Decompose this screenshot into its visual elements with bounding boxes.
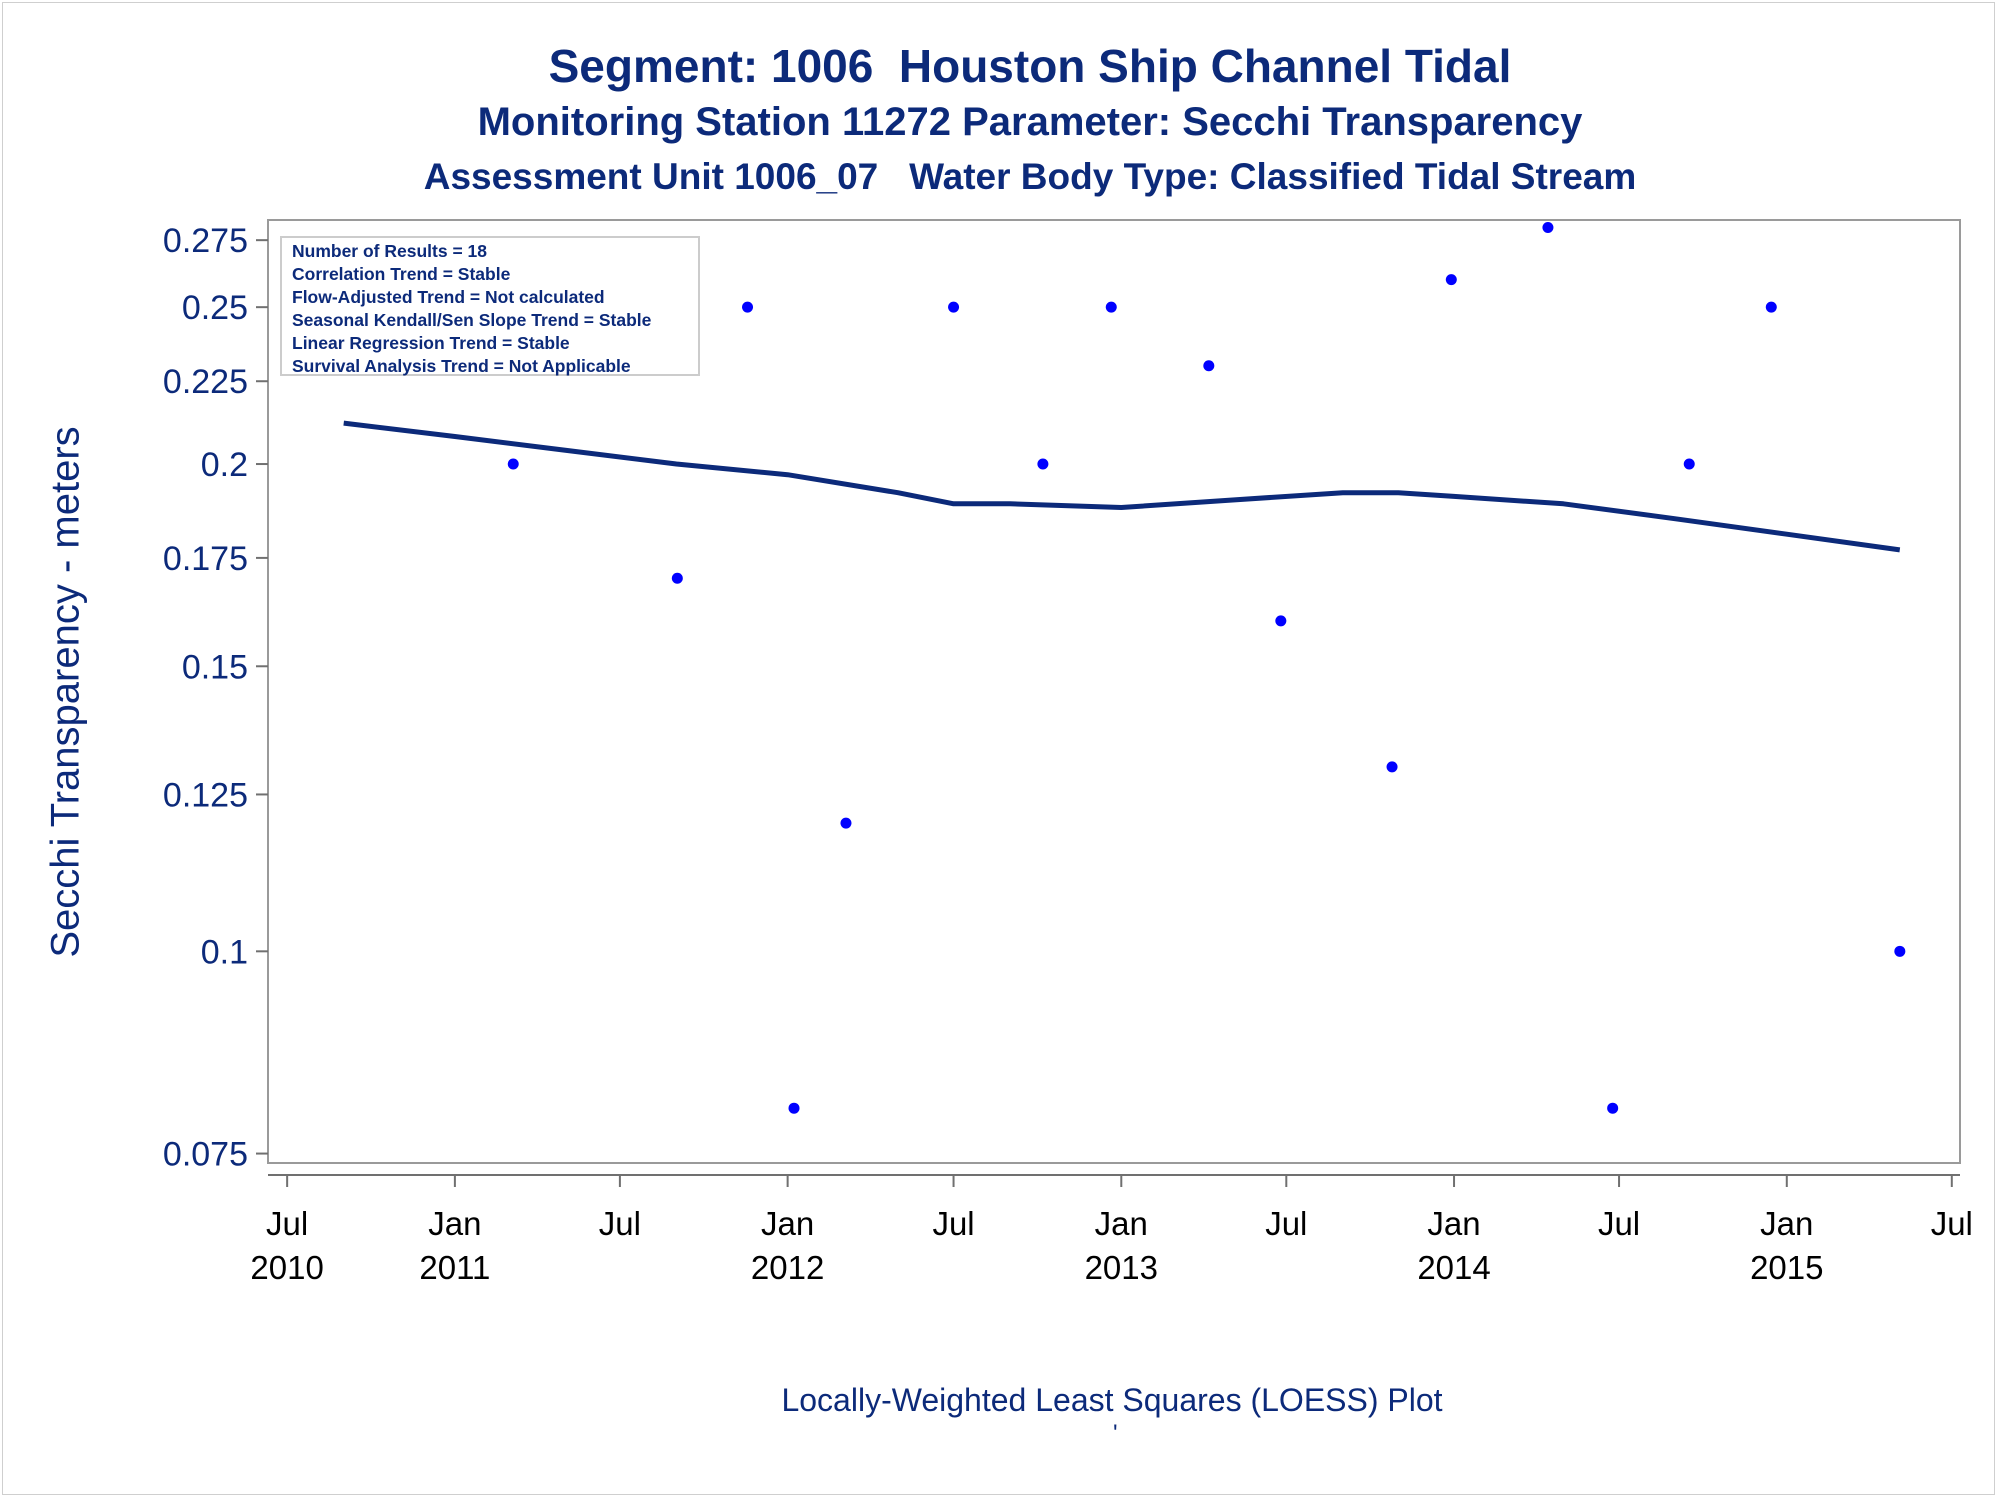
x-tick-year-label: 2011 [419, 1249, 490, 1286]
x-tick-label: Jan [428, 1205, 481, 1242]
data-point [1542, 221, 1554, 233]
x-tick-label: Jan [1760, 1205, 1813, 1242]
x-tick-label: Jul [1598, 1205, 1640, 1242]
data-point [671, 572, 683, 584]
data-point [840, 817, 852, 829]
x-tick-year-label: 2015 [1750, 1249, 1823, 1286]
stats-line: Flow-Adjusted Trend = Not calculated [292, 287, 605, 307]
chart-title: Segment: 1006 Houston Ship Channel Tidal [548, 40, 1512, 92]
x-tick-year-label: 2014 [1417, 1249, 1490, 1286]
y-tick-label: 0.15 [182, 648, 248, 686]
data-point [948, 301, 960, 313]
data-point [1275, 615, 1287, 627]
stats-line: Survival Analysis Trend = Not Applicable [292, 356, 631, 376]
y-tick-label: 0.2 [201, 446, 248, 484]
y-tick-label: 0.075 [163, 1136, 248, 1174]
data-point [742, 301, 754, 313]
data-point [1894, 945, 1906, 957]
chart-subtitle: Monitoring Station 11272 Parameter: Secc… [477, 100, 1583, 144]
x-tick-year-label: 2013 [1085, 1249, 1158, 1286]
axes: 0.075 0.1 0.125 0.15 0.175 0.2 0.225 0.25 0.275 J… [163, 219, 1973, 1286]
y-axis-label: Secchi Transparency - meters [43, 426, 88, 958]
x-tick-year-label: 2012 [751, 1249, 824, 1286]
data-point [788, 1102, 800, 1114]
y-tick-label: 0.225 [163, 363, 248, 401]
chart-footnote: Locally-Weighted Least Squares (LOESS) P… [781, 1382, 1443, 1418]
data-point [1445, 274, 1457, 286]
data-point [1203, 360, 1215, 372]
x-tick-label: Jan [1427, 1205, 1480, 1242]
x-tick-label: Jan [761, 1205, 814, 1242]
data-point [1386, 761, 1398, 773]
y-tick-label: 0.125 [163, 776, 248, 814]
stats-line: Number of Results = 18 [292, 241, 487, 261]
y-tick-label: 0.175 [163, 540, 248, 578]
chart-subtitle-2: Assessment Unit 1006_07 Water Body Type:… [423, 156, 1637, 197]
x-tick-label: Jul [932, 1205, 974, 1242]
data-point [1037, 458, 1049, 470]
footnote-mark: ' [1113, 1420, 1118, 1447]
x-tick-label: Jul [266, 1205, 308, 1242]
loess-line [343, 420, 1901, 553]
x-tick-label: Jul [1931, 1205, 1973, 1242]
data-point [1765, 301, 1777, 313]
data-point [507, 458, 519, 470]
stats-box: Number of Results = 18 Correlation Trend… [280, 236, 700, 376]
plot-area-border [267, 219, 1961, 1164]
data-point [1607, 1102, 1619, 1114]
x-tick-label: Jan [1095, 1205, 1148, 1242]
data-point [1683, 458, 1695, 470]
data-point [1105, 301, 1117, 313]
y-tick-label: 0.1 [201, 933, 248, 971]
stats-line: Correlation Trend = Stable [292, 264, 511, 284]
y-tick-label: 0.25 [182, 289, 248, 327]
stats-line: Linear Regression Trend = Stable [292, 333, 570, 353]
stats-line: Seasonal Kendall/Sen Slope Trend = Stabl… [292, 310, 652, 330]
x-tick-label: Jul [1265, 1205, 1307, 1242]
x-tick-year-label: 2010 [250, 1249, 323, 1286]
y-tick-label: 0.275 [163, 222, 248, 260]
x-tick-label: Jul [599, 1205, 641, 1242]
